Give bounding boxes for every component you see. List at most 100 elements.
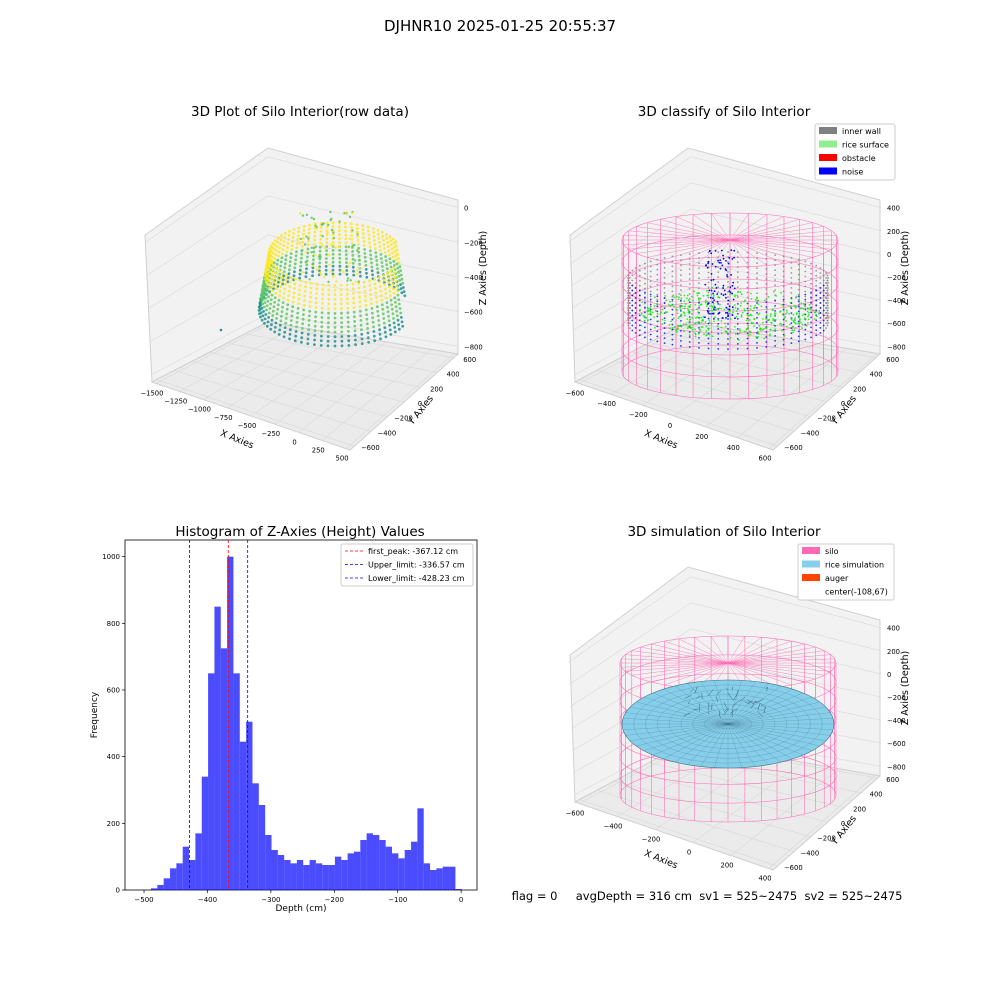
raw-point	[294, 254, 298, 258]
raw-point	[360, 332, 364, 336]
raw-point	[301, 244, 304, 248]
classify-wall-point	[774, 305, 776, 307]
raw-point	[346, 325, 350, 329]
classify-wall-point	[631, 289, 634, 292]
classify-point-cloud	[627, 249, 829, 350]
classify-surface-point	[687, 311, 690, 314]
silo-lid-spoke	[727, 650, 825, 664]
raw-point	[388, 235, 392, 239]
classify-wall-point	[765, 298, 768, 300]
raw-point	[390, 307, 394, 311]
classify-wall-point	[680, 254, 682, 256]
raw-point	[343, 221, 347, 225]
classify-surface-point	[808, 314, 810, 316]
classify-wall-point	[756, 312, 758, 314]
raw-point	[348, 215, 352, 219]
classify-surface-point	[774, 328, 777, 331]
classify-wall-point	[782, 343, 785, 346]
raw-z-axis-label: Z Axies (Depth)	[478, 231, 489, 305]
raw-point	[326, 231, 329, 235]
raw-point	[262, 305, 266, 309]
silo-lid-spoke	[640, 646, 729, 664]
classify-surface-point	[790, 318, 793, 321]
raw-point	[277, 254, 280, 258]
y-tick-label: −400	[378, 429, 397, 437]
rice-surface-mesh	[727, 688, 793, 725]
raw-point	[331, 241, 335, 244]
histogram-bar	[315, 863, 323, 890]
raw-point	[270, 261, 273, 265]
classify-wall-point	[644, 267, 646, 270]
classify-wall-point	[797, 325, 800, 328]
classify-wall-point	[717, 333, 720, 335]
raw-point	[390, 247, 394, 251]
x-tick-label: 250	[312, 446, 325, 454]
classify-surface-point	[757, 330, 759, 333]
classify-surface-point	[649, 307, 651, 309]
raw-point	[290, 314, 294, 318]
z-tick-label: 0	[887, 671, 891, 679]
z-tick-label: −600	[887, 740, 906, 748]
classify-wall-point	[644, 287, 646, 290]
classify-surface-point	[653, 316, 655, 318]
legend-label: obstacle	[842, 154, 876, 163]
raw-point	[269, 302, 273, 306]
classify-wall-point	[663, 287, 666, 289]
classify-surface-point	[676, 295, 678, 298]
classify-wall-point	[815, 324, 818, 327]
raw-point	[314, 245, 318, 248]
raw-point	[298, 288, 302, 292]
rice-surface-mesh	[630, 723, 729, 741]
raw-point	[390, 303, 394, 307]
simulation-3d-panel: 3D simulation of Silo Interior −600−400−…	[566, 524, 911, 883]
classify-surface-point	[729, 318, 732, 320]
classify-wall-point	[826, 279, 829, 282]
rice-surface-ridge	[732, 696, 736, 701]
raw-point	[279, 280, 283, 284]
classify-wall-point	[656, 340, 659, 343]
raw-point	[362, 240, 366, 243]
classify-wall-point	[649, 285, 652, 288]
raw-point	[376, 271, 380, 274]
raw-point	[282, 292, 286, 295]
classify-wall-point	[782, 285, 785, 288]
classify-surface-point	[700, 303, 703, 306]
classify-wall-point	[698, 337, 700, 339]
raw-point	[266, 271, 270, 275]
raw-point	[299, 237, 302, 241]
classify-surface-point	[689, 324, 691, 327]
classify-surface-point	[734, 333, 737, 335]
classify-surface-point	[691, 316, 694, 319]
raw-point	[400, 291, 404, 295]
histogram-bar	[385, 846, 393, 890]
classify-wall-point	[826, 324, 829, 327]
raw-point	[346, 320, 350, 324]
classify-noise-point	[709, 313, 711, 315]
raw-point	[340, 316, 343, 320]
classify-surface-point	[746, 314, 749, 317]
classify-wall-point	[698, 287, 700, 289]
classify-wall-point	[707, 281, 710, 284]
raw-point	[301, 236, 305, 240]
classify-surface-point	[684, 314, 686, 317]
raw-point	[379, 249, 382, 252]
classify-surface-point	[735, 315, 738, 318]
raw-point	[319, 339, 323, 343]
raw-point	[362, 244, 366, 247]
raw-point	[281, 271, 284, 275]
classify-noise-point	[713, 299, 715, 301]
silo-lid-spoke	[636, 226, 731, 241]
raw-point	[265, 276, 269, 280]
raw-point	[392, 317, 395, 320]
classify-surface-point	[739, 291, 742, 294]
histogram-bar	[398, 858, 405, 890]
classify-wall-point	[663, 317, 666, 319]
classify-surface-point	[774, 312, 777, 315]
raw-point	[340, 307, 343, 310]
classify-noise-point	[733, 256, 735, 259]
classify-surface-point	[769, 334, 771, 337]
classify-surface-point	[729, 330, 732, 333]
classify-surface-point	[732, 308, 735, 311]
classify-surface-point	[688, 322, 691, 324]
